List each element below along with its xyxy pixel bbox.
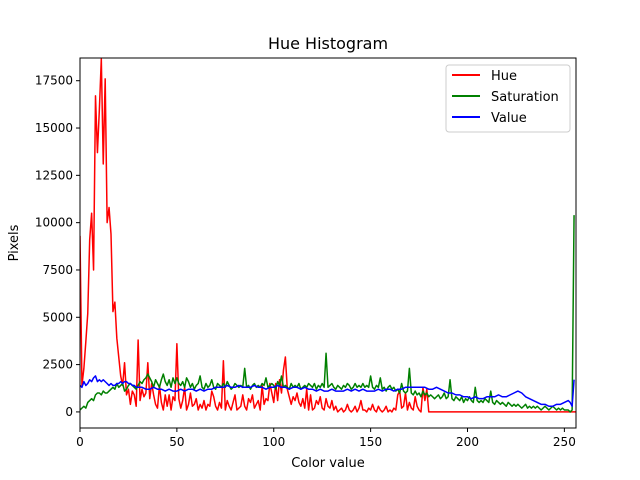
y-tick-label: 7500 — [42, 263, 73, 277]
legend-box — [445, 64, 571, 133]
y-tick-label: 17500 — [35, 74, 73, 88]
y-tick-label: 15000 — [35, 121, 73, 135]
x-tick-label: 50 — [169, 435, 184, 449]
chart-title: Hue Histogram — [268, 34, 388, 53]
x-tick-label: 250 — [553, 435, 576, 449]
x-tick-label: 0 — [76, 435, 84, 449]
y-axis-label: Pixels — [7, 224, 22, 261]
y-tick-label: 5000 — [42, 310, 73, 324]
series-layer — [80, 58, 576, 413]
legend: Hue Saturation Value — [445, 64, 571, 133]
y-axis-ticks: 0 2500 5000 7500 10000 12500 15000 17500 — [35, 74, 80, 419]
y-tick-label: 0 — [65, 405, 73, 419]
axes-frame — [79, 57, 577, 429]
y-tick-label: 2500 — [42, 358, 73, 372]
plot-area — [79, 57, 577, 429]
x-axis-label: Color value — [291, 456, 365, 471]
series-line-value — [80, 375, 575, 407]
x-tick-label: 100 — [262, 435, 285, 449]
legend-label-hue: Hue — [491, 69, 517, 84]
legend-label-value: Value — [491, 111, 527, 126]
y-tick-label: 12500 — [35, 168, 73, 182]
x-tick-label: 150 — [359, 435, 382, 449]
x-tick-label: 200 — [456, 435, 479, 449]
series-line-hue — [80, 58, 576, 413]
legend-label-saturation: Saturation — [491, 90, 559, 105]
y-tick-label: 10000 — [35, 216, 73, 230]
x-axis-ticks: 0 50 100 150 200 250 — [76, 428, 576, 449]
